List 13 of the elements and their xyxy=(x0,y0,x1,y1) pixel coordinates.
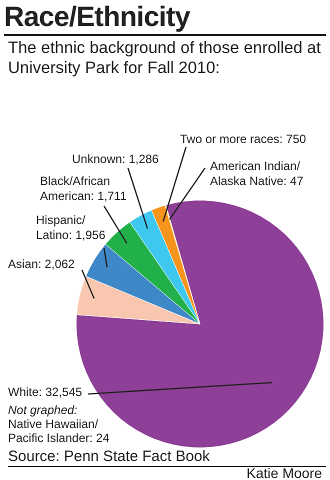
chart-subtitle: The ethnic background of those enrolled at University Park for Fall 2010: xyxy=(8,38,322,78)
slice-label: Two or more races: 750 xyxy=(180,132,306,146)
chart-title: Race/Ethnicity xyxy=(4,0,326,36)
text: Not graphed: xyxy=(8,403,78,417)
slice-label: Black/African American: 1,711 xyxy=(40,174,127,203)
text: Katie Moore xyxy=(246,465,322,480)
text: Native Hawaiian/Pacific Islander: 24 xyxy=(8,417,110,445)
slice-label: Unknown: 1,286 xyxy=(72,152,160,166)
slice-label: American Indian/Alaska Native: 47 xyxy=(210,159,304,188)
slice-label: Hispanic/Latino: 1,956 xyxy=(36,213,106,242)
slice-label: Asian: 2,062 xyxy=(8,257,76,271)
source-note: Source: Penn State Fact Book xyxy=(8,448,210,465)
slice-label: White: 32,545 xyxy=(8,385,82,399)
